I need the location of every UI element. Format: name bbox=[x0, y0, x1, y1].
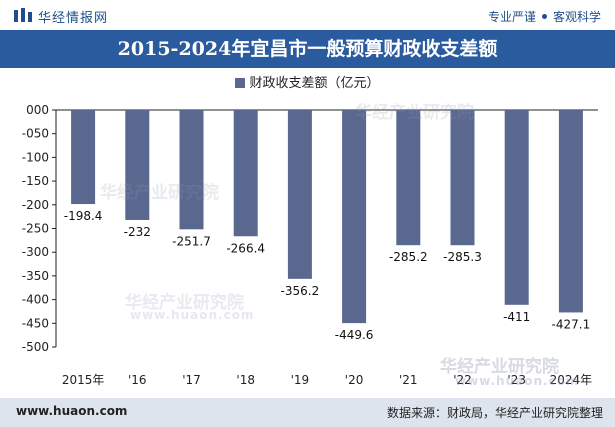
bar bbox=[504, 110, 529, 305]
data-label: -356.2 bbox=[281, 284, 320, 298]
data-label: -449.6 bbox=[335, 328, 374, 342]
brand-name: 华经情报网 bbox=[38, 11, 109, 26]
bar-chart: 000 -050 -100 -150 -200 -250 -300 -350 -400 -450 -… bbox=[22, 103, 598, 387]
x-tick-label: 2024年 bbox=[550, 373, 593, 387]
y-tick-label: -400 bbox=[22, 293, 49, 307]
bar bbox=[71, 110, 96, 205]
y-tick-label: -500 bbox=[22, 340, 49, 354]
slogan-left: 专业严谨 bbox=[487, 10, 536, 24]
bar bbox=[450, 110, 475, 246]
brand-logo-icon bbox=[14, 8, 32, 22]
bar bbox=[179, 110, 204, 230]
x-tick-label: '22 bbox=[453, 373, 472, 387]
footer: www.huaon.com 数据来源：财政局，华经产业研究院整理 bbox=[0, 398, 615, 427]
legend-label: 财政收支差额（亿元） bbox=[249, 76, 380, 91]
x-tick-label: '23 bbox=[507, 373, 526, 387]
slogan: 专业严谨 客观科学 bbox=[488, 8, 601, 25]
y-tick-label: -200 bbox=[22, 198, 49, 212]
data-label: -285.2 bbox=[389, 250, 428, 264]
x-tick-label: 2015年 bbox=[62, 373, 105, 387]
title-band: 2015-2024年宜昌市一般预算财政收支差额 bbox=[0, 30, 615, 68]
data-label: -266.4 bbox=[226, 241, 265, 255]
y-tick-label: -300 bbox=[22, 245, 49, 259]
slogan-right: 客观科学 bbox=[552, 10, 601, 24]
footer-url: www.huaon.com bbox=[16, 404, 128, 418]
bar bbox=[233, 110, 258, 237]
y-tick-label: 000 bbox=[26, 103, 49, 117]
y-tick-label: -350 bbox=[22, 269, 49, 283]
x-tick-label: '21 bbox=[399, 373, 418, 387]
slogan-dot-icon bbox=[541, 14, 547, 19]
bar bbox=[287, 110, 312, 279]
chart-title: 2015-2024年宜昌市一般预算财政收支差额 bbox=[117, 38, 498, 60]
bar bbox=[396, 110, 421, 246]
top-bar: 华经情报网 专业严谨 客观科学 bbox=[0, 0, 615, 30]
x-tick-label: '18 bbox=[236, 373, 255, 387]
x-tick-label: '16 bbox=[128, 373, 147, 387]
data-label: -285.3 bbox=[443, 250, 482, 264]
y-tick-label: -100 bbox=[22, 150, 49, 164]
data-label: -411 bbox=[503, 310, 530, 324]
y-tick-label: -150 bbox=[22, 174, 49, 188]
y-tick-label: -450 bbox=[22, 316, 49, 330]
bar bbox=[342, 110, 367, 324]
x-tick-label: '20 bbox=[345, 373, 364, 387]
chart-legend: 财政收支差额（亿元） bbox=[0, 72, 615, 92]
bar bbox=[558, 110, 583, 313]
data-label: -251.7 bbox=[172, 234, 211, 248]
x-tick-label: '19 bbox=[291, 373, 310, 387]
y-tick-label: -050 bbox=[22, 127, 49, 141]
data-label: -198.4 bbox=[64, 209, 103, 223]
data-label: -427.1 bbox=[552, 317, 591, 331]
data-label: -232 bbox=[124, 225, 151, 239]
bar bbox=[125, 110, 150, 220]
y-tick-label: -250 bbox=[22, 222, 49, 236]
footer-source: 数据来源：财政局，华经产业研究院整理 bbox=[386, 406, 603, 420]
legend-swatch bbox=[235, 78, 246, 88]
x-tick-label: '17 bbox=[182, 373, 201, 387]
